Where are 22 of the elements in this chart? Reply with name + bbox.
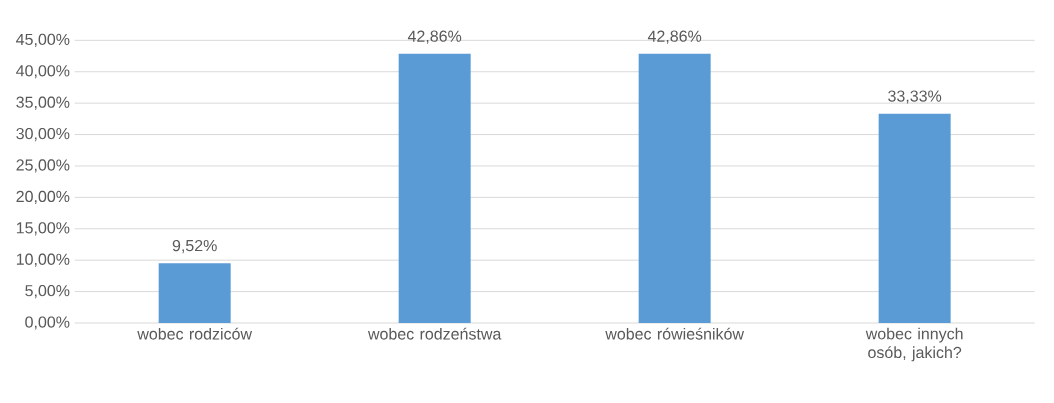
y-tick-label: 5,00% xyxy=(25,284,70,299)
data-label: 42,86% xyxy=(407,30,462,44)
bar xyxy=(638,53,711,323)
data-label: 33,33% xyxy=(888,90,942,104)
y-tick-label: 15,00% xyxy=(16,222,70,236)
x-tick-label: wobec innych osób, jakich? xyxy=(865,327,963,362)
data-label: 9,52% xyxy=(172,239,217,254)
y-tick-label: 45,00% xyxy=(16,33,70,47)
y-tick-label: 25,00% xyxy=(16,159,70,173)
y-tick-label: 0,00% xyxy=(25,316,70,330)
bar xyxy=(398,53,471,323)
y-tick-label: 30,00% xyxy=(16,127,70,142)
y-tick-label: 20,00% xyxy=(16,190,70,204)
x-tick-label: wobec rówieśników xyxy=(605,327,745,340)
data-label: 42,86% xyxy=(647,30,702,44)
y-tick-label: 40,00% xyxy=(16,65,70,79)
bar xyxy=(878,113,951,323)
x-tick-label: wobec rodzeństwa xyxy=(367,327,502,340)
y-tick-label: 10,00% xyxy=(16,253,70,267)
x-tick-label: wobec rodziców xyxy=(137,327,253,340)
bar xyxy=(158,263,231,323)
y-tick-label: 35,00% xyxy=(16,96,70,110)
